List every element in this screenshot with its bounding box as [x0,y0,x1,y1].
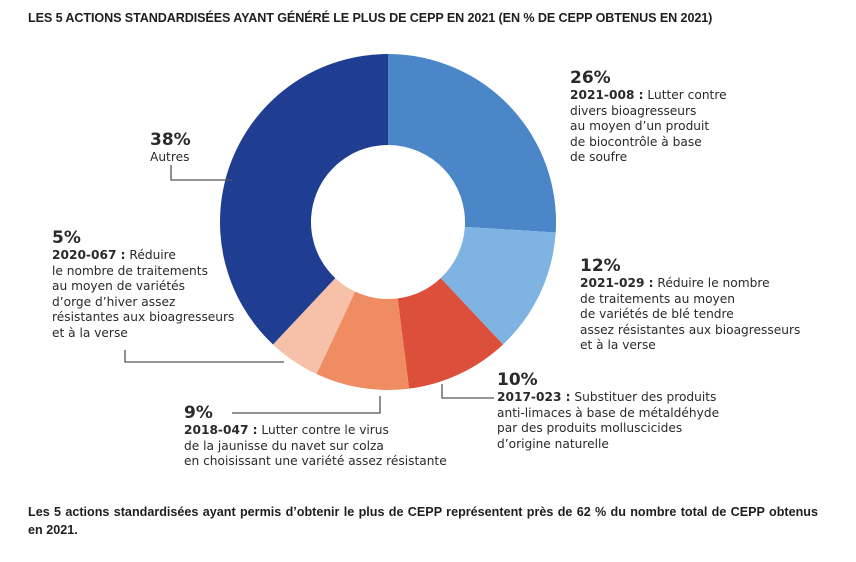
text: d’orge d’hiver assez [52,294,176,309]
slice-5 [272,278,356,375]
text: par des produits molluscicides [497,421,683,436]
leader-line-9 [232,396,381,414]
leader-line-10 [441,384,494,399]
label-38: 38% Autres [150,130,191,166]
pct-38: 38% [150,130,191,150]
text: de variétés de blé tendre [580,307,734,322]
code-26: 2021-008 : [570,88,644,102]
code-5: 2020-067 : [52,248,126,262]
text: Lutter contre le virus [261,423,389,437]
leader-lines [124,165,494,414]
text: en choisissant une variété assez résista… [184,454,447,469]
label-9: 9% 2018-047 : Lutter contre le virus de … [184,403,447,470]
text: et à la verse [580,338,656,353]
label-26: 26% 2021-008 : Lutter contre divers bioa… [570,68,727,166]
slice-38 [220,54,388,345]
pct-10: 10% [497,370,538,390]
code-10: 2017-023 : [497,390,571,404]
leader-line-5 [124,350,284,363]
text: résistantes aux bioagresseurs [52,310,235,325]
text: Réduire [129,248,176,262]
text: et à la verse [52,325,128,340]
chart-title: LES 5 ACTIONS STANDARDISÉES AYANT GÉNÉRÉ… [28,11,713,25]
label-10: 10% 2017-023 : Substituer des produits a… [497,370,719,452]
leader-line-38 [170,165,232,181]
text: Lutter contre [647,88,727,102]
text: de traitements au moyen [580,291,735,306]
slice-10 [397,278,504,389]
pct-26: 26% [570,68,611,88]
slice-12 [440,226,556,345]
pct-5: 5% [52,228,81,248]
text: d’origine naturelle [497,436,609,451]
text: assez résistantes aux bioagresseurs [580,322,801,337]
code-9: 2018-047 : [184,423,258,437]
label-5: 5% 2020-067 : Réduire le nombre de trait… [52,228,234,342]
text-autres: Autres [150,150,190,164]
footnote: Les 5 actions standardisées ayant permis… [28,505,818,537]
pct-12: 12% [580,256,621,276]
pct-9: 9% [184,403,213,423]
text: le nombre de traitements [52,263,208,278]
code-12: 2021-029 : [580,276,654,290]
text: anti-limaces à base de métaldéhyde [497,405,720,420]
text: de soufre [570,150,628,165]
text: divers bioagresseurs [570,103,697,118]
text: de biocontrôle à base [570,134,702,149]
text: Substituer des produits [574,390,717,404]
label-12: 12% 2021-029 : Réduire le nombre de trai… [580,256,800,354]
text: au moyen d’un produit [570,119,710,134]
slice-9 [316,291,410,390]
slice-26 [388,54,556,233]
text: de la jaunisse du navet sur colza [184,438,384,453]
text: au moyen de variétés [52,279,186,294]
text: Réduire le nombre [657,276,770,290]
